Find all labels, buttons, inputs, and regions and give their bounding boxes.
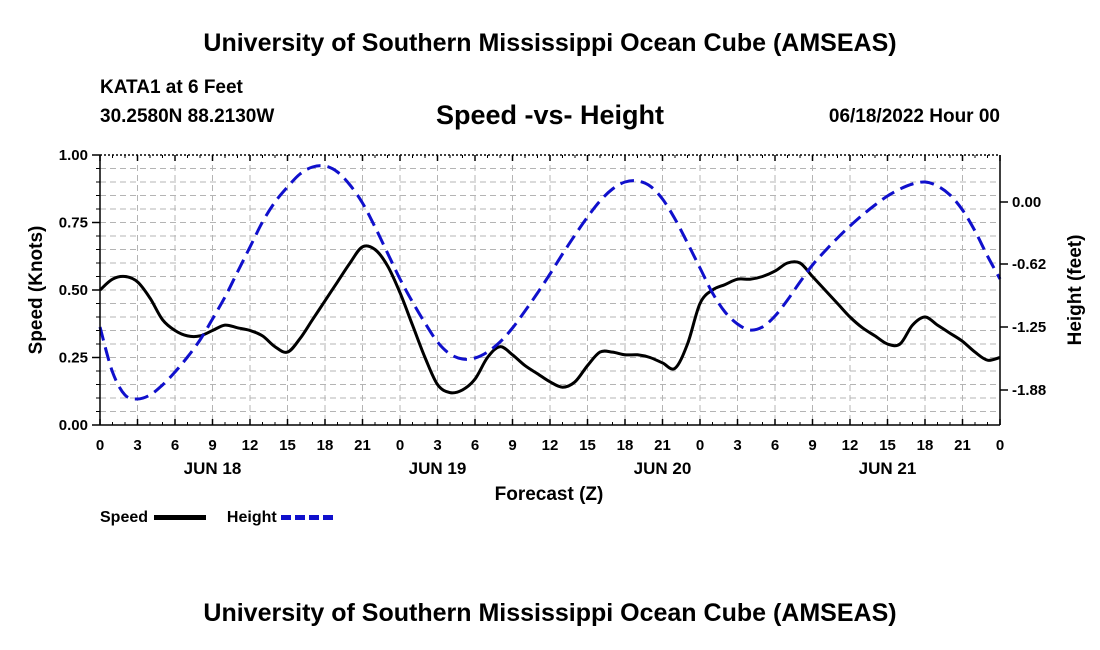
x-tick-label: 9: [808, 437, 816, 454]
legend-speed-swatch: [154, 515, 207, 521]
grid-lines: [99, 155, 1001, 425]
forecast-date: 06/18/2022 Hour 00: [828, 106, 1000, 127]
y-tick-label: 1.00: [59, 147, 88, 164]
x-tick-label: 6: [771, 437, 779, 454]
y-tick-label: 0.50: [59, 282, 88, 299]
x-tick-label: 6: [171, 437, 179, 454]
x-axis-label: Forecast (Z): [495, 484, 604, 505]
day-label: JUN 19: [409, 459, 467, 478]
y2-tick-label: -1.88: [1012, 382, 1046, 399]
station-coordinates: 30.2580N 88.2130W: [100, 106, 275, 127]
x-tick-label: 6: [471, 437, 479, 454]
legend: Speed Height: [100, 509, 334, 531]
series-line-speed: [98, 244, 1001, 395]
legend-speed-label: Speed: [100, 509, 149, 526]
x-tick-label: 3: [733, 437, 741, 454]
y-axis-label: Speed (Knots): [26, 226, 47, 355]
day-label: JUN 18: [184, 459, 242, 478]
speed-vs-height-chart: 0 3 6 9 12 15 18 21 0 3 6 9 12 15 18 21 0 3 6 9 12 15 18 21 0JUN…: [26, 147, 1086, 505]
x-tick-label: 21: [654, 437, 671, 454]
series-line-height: [98, 164, 1002, 401]
x-tick-label: 9: [508, 437, 516, 454]
x-tick-label: 15: [879, 437, 896, 454]
chart-title: Speed -vs- Height: [435, 100, 665, 130]
page-title-bottom: University of Southern Mississippi Ocean…: [203, 599, 897, 627]
x-tick-label: 0: [696, 437, 704, 454]
x-tick-label: 0: [996, 437, 1004, 454]
legend-height-swatch: [281, 515, 334, 521]
series-group: [98, 164, 1002, 401]
y-tick-label: 0.00: [59, 417, 88, 434]
x-tick-label: 15: [579, 437, 596, 454]
x-tick-label: 21: [954, 437, 971, 454]
legend-height-label: Height: [226, 509, 277, 526]
x-tick-label: 18: [617, 437, 634, 454]
x-tick-label: 9: [208, 437, 216, 454]
x-tick-label: 0: [96, 437, 104, 454]
x-tick-label: 12: [842, 437, 859, 454]
x-tick-label: 12: [542, 437, 559, 454]
x-tick-label: 0: [396, 437, 404, 454]
y2-tick-label: -1.25: [1012, 319, 1046, 336]
y2-axis-label: Height (feet): [1065, 235, 1086, 346]
station-label: KATA1 at 6 Feet: [100, 77, 243, 98]
x-tick-label: 21: [354, 437, 371, 454]
x-tick-label: 18: [917, 437, 934, 454]
y2-tick-label: 0.00: [1012, 194, 1041, 211]
y-tick-label: 0.25: [59, 350, 88, 367]
x-tick-label: 15: [279, 437, 296, 454]
x-tick-label: 3: [433, 437, 441, 454]
x-tick-label: 12: [242, 437, 259, 454]
axes-group: 0 3 6 9 12 15 18 21 0 3 6 9 12 15 18 21 0 3 6 9 12 15 18 21 0JUN…: [59, 147, 1046, 478]
day-label: JUN 20: [634, 459, 692, 478]
x-tick-label: 18: [317, 437, 334, 454]
x-tick-label: 3: [133, 437, 141, 454]
day-label: JUN 21: [859, 459, 917, 478]
page-title-top: University of Southern Mississippi Ocean…: [203, 29, 897, 57]
y2-tick-label: -0.62: [1012, 256, 1046, 273]
y-tick-label: 0.75: [59, 215, 88, 232]
